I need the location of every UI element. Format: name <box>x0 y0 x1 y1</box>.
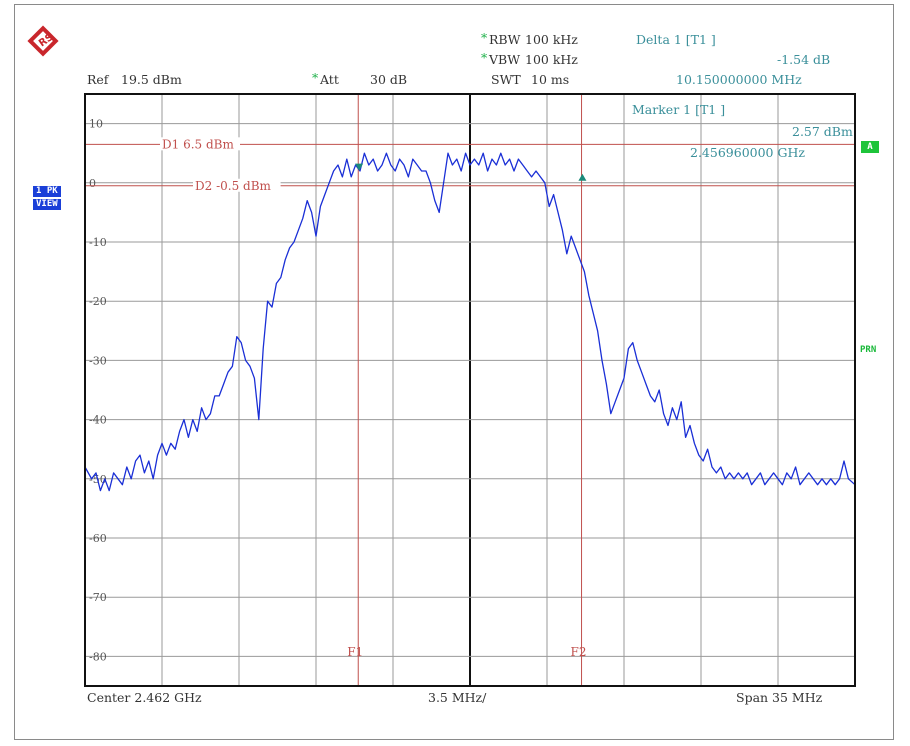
att-label: Att <box>320 72 339 87</box>
spectrum-trace <box>84 152 856 492</box>
vbw-value: 100 kHz <box>525 52 578 67</box>
delta-marker-title: Delta 1 [T1 ] <box>636 32 716 47</box>
trace-view-label: VIEW <box>33 199 61 210</box>
y-tick-label: -60 <box>89 532 107 545</box>
y-tick-label: -80 <box>89 650 107 663</box>
swt-label: SWT <box>491 72 521 87</box>
frequency-line-label-f1: F1 <box>347 645 363 659</box>
span-per-division: 3.5 MHz/ <box>428 690 487 705</box>
y-tick-label: -10 <box>89 236 107 249</box>
swt-value: 10 ms <box>531 72 570 87</box>
ref-value: 19.5 dBm <box>121 72 182 87</box>
vbw-star: * <box>481 50 488 65</box>
att-star: * <box>312 70 319 85</box>
span-value: Span 35 MHz <box>736 690 823 705</box>
att-value: 30 dB <box>370 72 408 87</box>
marker-title: Marker 1 [T1 ] <box>632 102 726 117</box>
y-tick-label: -70 <box>89 591 107 604</box>
marker-d1 <box>578 173 587 181</box>
display-line-label-bg <box>193 178 281 192</box>
rbw-value: 100 kHz <box>525 32 578 47</box>
y-tick-label: -30 <box>89 354 107 367</box>
prn-indicator: PRN <box>860 345 877 355</box>
frequency-line-label-f2: F2 <box>571 645 587 659</box>
marker-freq: 2.456960000 GHz <box>690 145 805 160</box>
display-line-label-bg <box>160 137 240 151</box>
plot-area <box>84 93 856 687</box>
vbw-label: VBW <box>489 52 521 67</box>
ref-label: Ref <box>87 72 109 87</box>
marker-m1 <box>355 163 364 171</box>
y-tick-label: 0 <box>89 177 96 190</box>
center-frequency: Center 2.462 GHz <box>87 690 202 705</box>
y-tick-label: -40 <box>89 414 107 427</box>
screenshot-frame <box>14 4 894 740</box>
display-line-label-d2: D2 -0.5 dBm <box>195 179 272 193</box>
delta-marker-level: -1.54 dB <box>777 52 831 67</box>
rbw-label: RBW <box>489 32 521 47</box>
rs-logo: RS <box>27 25 59 57</box>
y-tick-label: -20 <box>89 295 107 308</box>
trigger-indicator: A <box>861 141 879 153</box>
rbw-star: * <box>481 30 488 45</box>
delta-marker-freq: 10.150000000 MHz <box>676 72 802 87</box>
y-tick-label: 10 <box>89 118 103 131</box>
trace-mode-label: 1 PK <box>33 186 61 197</box>
marker-level: 2.57 dBm <box>792 124 853 139</box>
display-line-label-d1: D1 6.5 dBm <box>162 137 234 151</box>
